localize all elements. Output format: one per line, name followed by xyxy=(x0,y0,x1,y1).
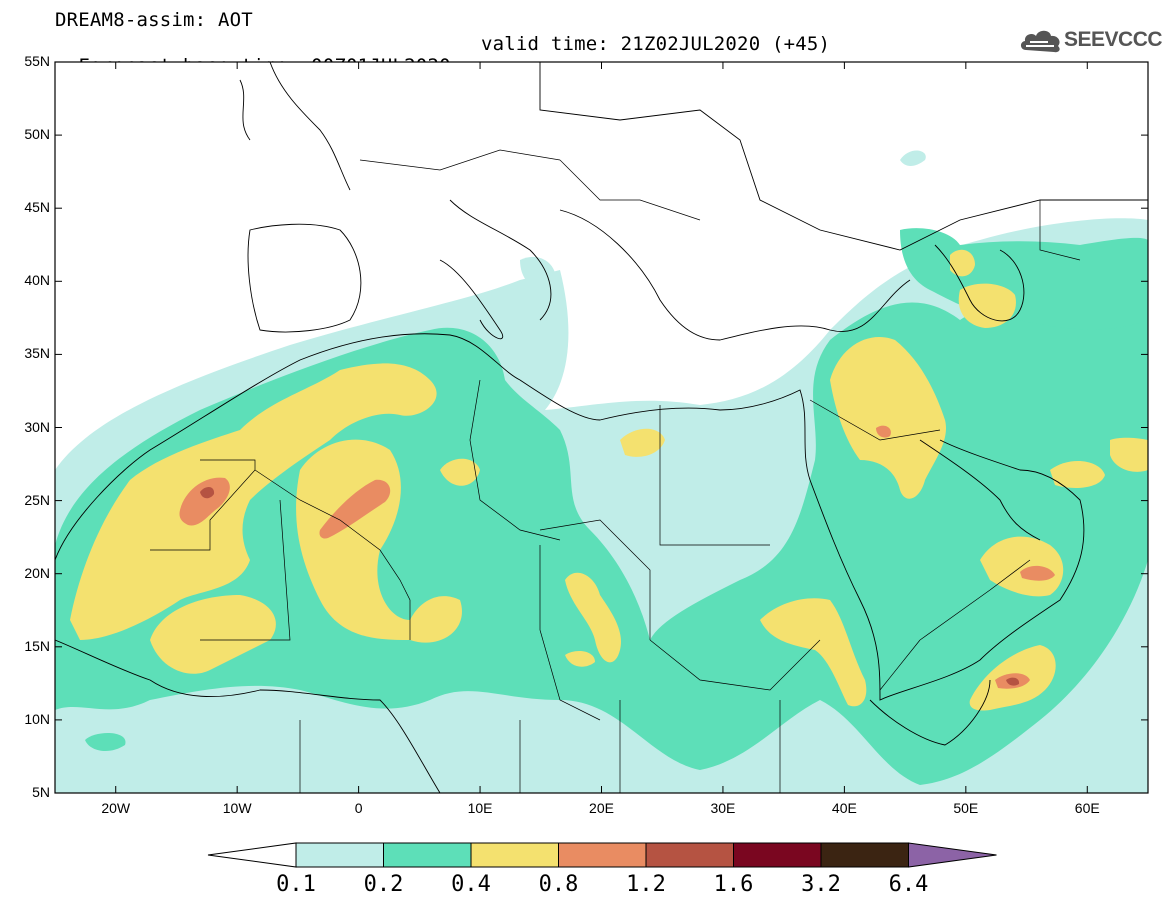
colorbar-segment xyxy=(295,842,384,868)
aot-level-0.8 xyxy=(179,425,1055,689)
lon-label: 60E xyxy=(1074,800,1100,816)
logo-text: SEEVCCC xyxy=(1064,28,1163,51)
aot-level-1.2 xyxy=(200,486,1020,686)
lat-label: 5N xyxy=(32,784,50,800)
map-title: DREAM8-assim: AOT xyxy=(55,9,253,31)
aot-level-0.4 xyxy=(70,249,1148,711)
colorbar-label: 0.8 xyxy=(538,872,579,897)
country-borders xyxy=(150,149,1081,793)
colorbar-segment xyxy=(558,842,647,868)
colorbar-label: 0.2 xyxy=(363,872,404,897)
lat-label: 25N xyxy=(24,491,50,508)
lat-label: 20N xyxy=(24,564,50,581)
lat-label: 15N xyxy=(24,637,50,654)
lon-label: 40E xyxy=(831,800,857,816)
lon-label: 20W xyxy=(101,800,131,816)
lat-label: 50N xyxy=(24,126,50,143)
lat-label: 55N xyxy=(24,53,50,69)
colorbar-segment xyxy=(383,842,472,868)
colorbar-segment xyxy=(645,842,734,868)
valid-time-text: valid time: 21Z02JUL2020 (+45) xyxy=(481,33,831,55)
colorbar-segment xyxy=(820,842,909,868)
lon-label: 30E xyxy=(710,800,736,816)
colorbar-segment xyxy=(733,842,822,868)
lat-label: 45N xyxy=(24,199,50,216)
colorbar-label: 1.6 xyxy=(713,872,754,897)
colorbar-label: 0.1 xyxy=(276,872,316,897)
axis-ticks xyxy=(55,61,1148,794)
cloud-icon xyxy=(1020,30,1060,53)
colorbar-label: 6.4 xyxy=(888,872,929,897)
colorbar-label: 1.2 xyxy=(626,872,666,897)
lat-label: 30N xyxy=(24,418,50,435)
colorbar-label: 3.2 xyxy=(801,872,841,897)
seevccc-logo: SEEVCCC xyxy=(1018,24,1163,56)
lon-label: 20E xyxy=(589,800,614,816)
lon-label: 50E xyxy=(953,800,979,816)
lon-label: 0 xyxy=(354,800,363,816)
colorbar xyxy=(207,842,997,868)
colorbar-under-triangle xyxy=(207,842,297,868)
lat-label: 10N xyxy=(24,710,50,727)
lat-label: 35N xyxy=(24,345,50,362)
colorbar-label: 0.4 xyxy=(451,872,491,897)
lat-label: 40N xyxy=(24,272,50,289)
colorbar-segment xyxy=(470,842,559,868)
lon-label: 10W xyxy=(222,800,252,816)
colorbar-over-triangle xyxy=(908,842,997,868)
coastlines xyxy=(55,62,1148,793)
lon-label: 10E xyxy=(467,800,493,816)
